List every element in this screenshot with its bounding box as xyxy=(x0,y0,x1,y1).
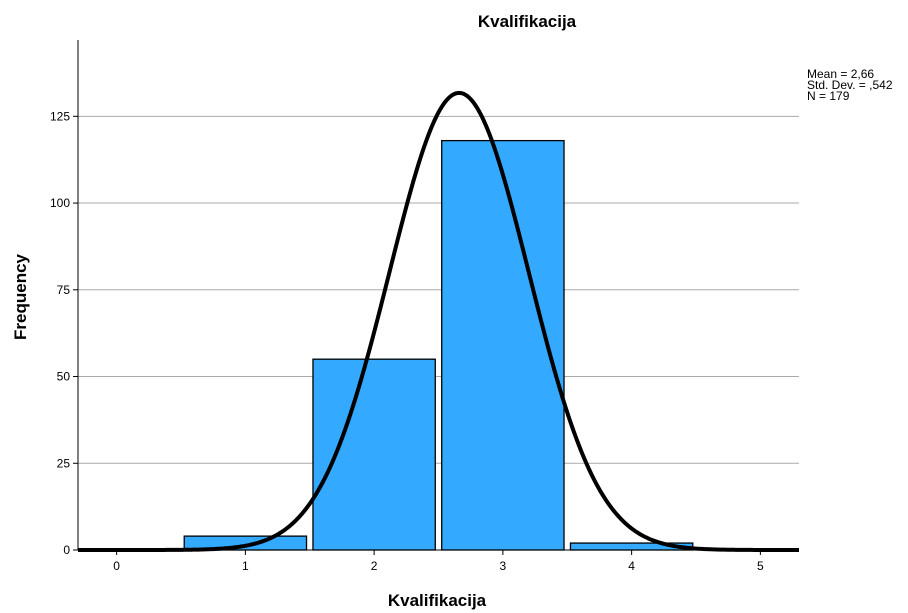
y-axis-label: Frequency xyxy=(11,253,30,340)
y-tick-label-25: 25 xyxy=(57,456,71,470)
x-axis-label: Kvalifikacija xyxy=(388,591,487,610)
gridlines xyxy=(78,116,799,463)
y-tick-labels: 0 25 50 75 100 125 xyxy=(50,109,78,557)
normal-curve xyxy=(78,93,799,550)
normal-curve-line xyxy=(78,93,799,550)
chart-title: Kvalifikacija xyxy=(478,12,577,31)
bar-2 xyxy=(313,359,435,550)
stats-line-2: N = 179 xyxy=(807,89,850,103)
x-tick-label-4: 4 xyxy=(628,559,635,573)
x-tick-label-3: 3 xyxy=(500,559,507,573)
y-tick-label-100: 100 xyxy=(50,196,70,210)
x-tick-label-1: 1 xyxy=(242,559,249,573)
y-tick-label-75: 75 xyxy=(57,283,71,297)
x-tick-label-5: 5 xyxy=(757,559,764,573)
x-tick-labels: 0 1 2 3 4 5 xyxy=(113,550,764,573)
y-tick-label-125: 125 xyxy=(50,109,70,123)
x-tick-label-2: 2 xyxy=(371,559,378,573)
y-tick-label-50: 50 xyxy=(57,370,71,384)
x-tick-label-0: 0 xyxy=(113,559,120,573)
y-tick-label-0: 0 xyxy=(63,543,70,557)
bars xyxy=(184,141,693,550)
